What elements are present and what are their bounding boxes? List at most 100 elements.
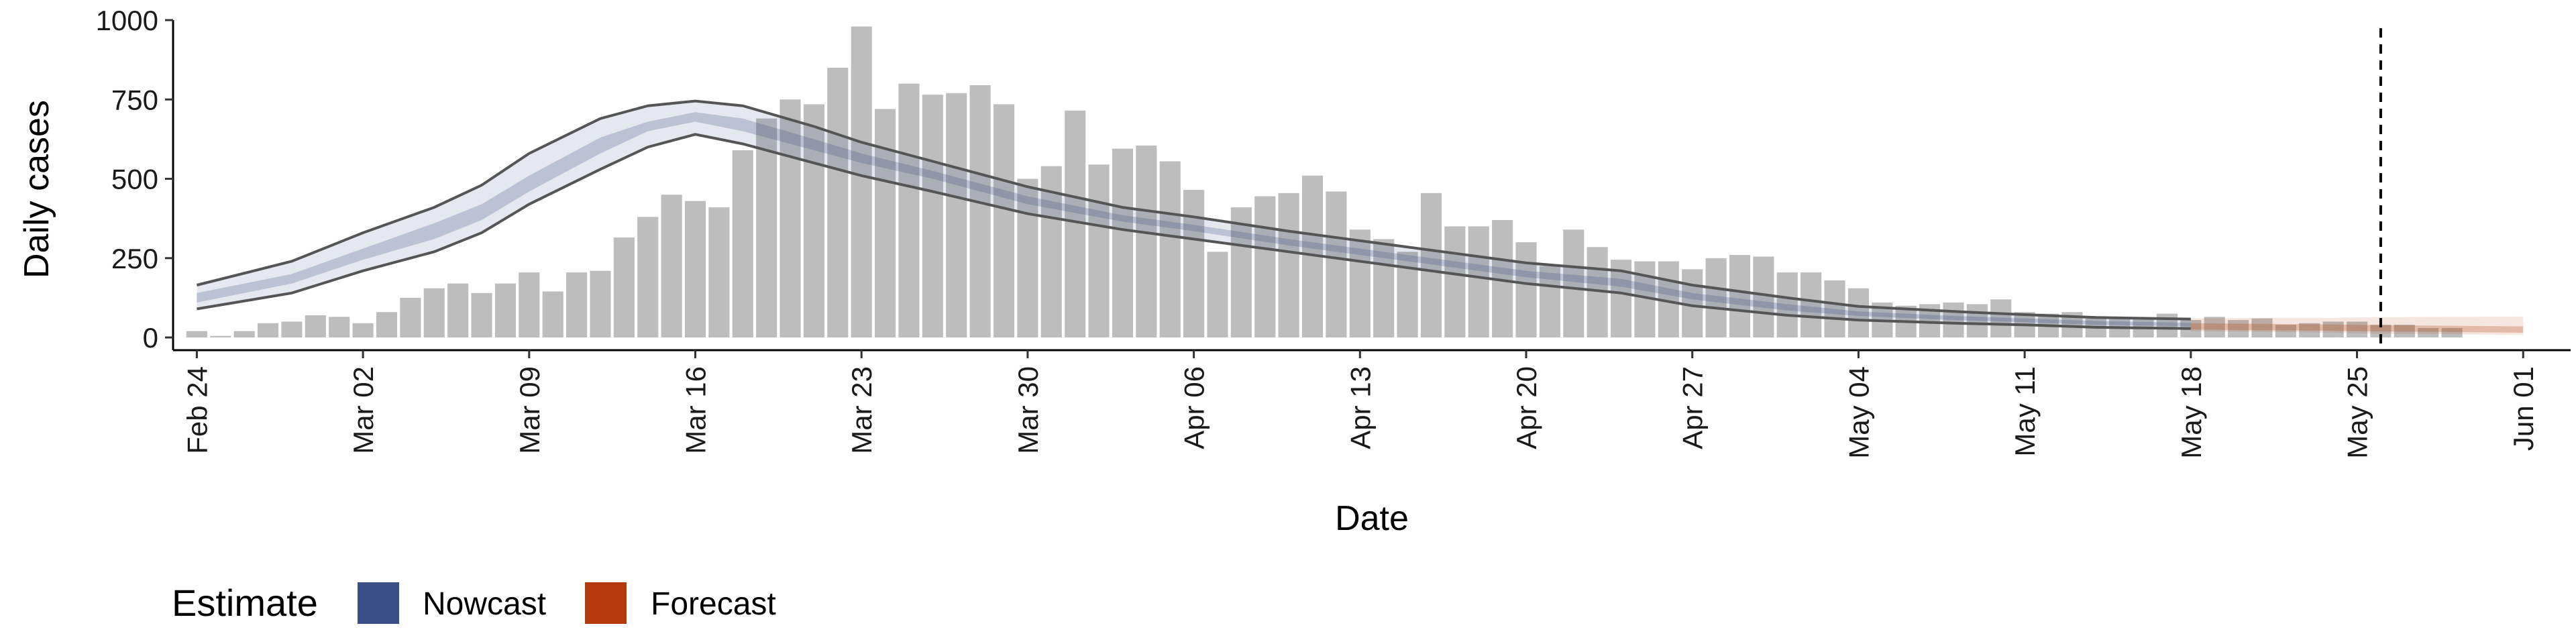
- case-bar: [898, 83, 920, 338]
- y-tick-label: 0: [143, 322, 158, 354]
- case-bar: [329, 317, 350, 338]
- case-bar: [281, 321, 303, 338]
- estimate-bands: [196, 99, 2524, 335]
- case-bar: [1468, 226, 1489, 338]
- case-bar: [1017, 178, 1038, 338]
- x-ticks: Feb 24 Mar 02 Mar 09 Mar 16 Mar 23 Mar 30 Apr …: [181, 350, 2539, 459]
- case-bar: [400, 297, 421, 338]
- case-bar: [1373, 239, 1395, 338]
- case-bar: [2228, 320, 2249, 338]
- case-bar: [756, 118, 777, 338]
- case-bar: [566, 272, 588, 338]
- case-bar: [1183, 190, 1205, 338]
- case-bar: [1847, 288, 1869, 338]
- case-bar: [186, 331, 207, 338]
- case-bar: [1753, 256, 1774, 338]
- legend-swatch-forecast: [585, 582, 627, 624]
- legend-label-forecast: Forecast: [651, 586, 776, 622]
- case-bar: [257, 323, 279, 338]
- x-tick-label: Apr 13: [1344, 366, 1376, 449]
- case-bar: [1824, 280, 1845, 338]
- case-bar: [2275, 325, 2296, 338]
- observed-bars: [186, 26, 2463, 338]
- case-bar: [1136, 145, 1157, 338]
- axes: [172, 20, 2571, 352]
- x-tick-label: Mar 02: [347, 366, 379, 454]
- case-bar: [494, 283, 516, 338]
- x-axis-title: Date: [1335, 499, 1409, 538]
- case-bar: [305, 315, 326, 338]
- case-bar: [1254, 196, 1276, 338]
- case-bar: [1420, 193, 1442, 338]
- x-tick-label: May 25: [2342, 366, 2373, 459]
- case-bar: [2394, 325, 2415, 338]
- case-bar: [1515, 242, 1537, 338]
- x-tick-label: Apr 20: [1511, 366, 1542, 449]
- case-bar: [661, 195, 682, 338]
- case-bar: [1539, 266, 1560, 338]
- case-bar: [1563, 229, 1585, 338]
- y-tick-label: 1000: [96, 5, 158, 36]
- case-bar: [875, 109, 896, 338]
- case-bar: [1801, 272, 1822, 338]
- case-bar: [827, 67, 849, 338]
- case-bar: [851, 26, 872, 338]
- case-bar: [2299, 323, 2320, 338]
- case-bar: [376, 312, 398, 338]
- nowcast-upper-line: [196, 99, 2191, 321]
- x-tick-label: Mar 16: [680, 366, 711, 454]
- case-bar: [732, 150, 753, 338]
- x-tick-label: May 04: [1843, 366, 1874, 459]
- case-bar: [542, 291, 564, 338]
- case-bar: [780, 99, 801, 338]
- case-bar: [803, 104, 824, 338]
- case-bar: [1349, 229, 1371, 338]
- case-bar: [1230, 207, 1252, 338]
- x-tick-label: Mar 30: [1012, 366, 1044, 454]
- forecast-band-90: [2190, 316, 2524, 335]
- case-bar: [1705, 258, 1727, 338]
- x-tick-label: May 18: [2176, 366, 2207, 459]
- x-tick-label: May 11: [2009, 366, 2041, 457]
- case-bar: [2370, 325, 2392, 338]
- case-bar: [1326, 191, 1347, 338]
- case-bar: [1112, 148, 1134, 338]
- case-bar: [423, 288, 445, 338]
- case-bar: [613, 237, 635, 338]
- case-bar: [637, 217, 659, 338]
- case-bar: [708, 207, 730, 338]
- x-tick-label: Apr 06: [1179, 366, 1210, 449]
- case-bar: [946, 93, 967, 338]
- legend-swatch-nowcast: [358, 582, 399, 624]
- y-tick-label: 500: [111, 164, 158, 195]
- case-bar: [993, 104, 1015, 338]
- case-bar: [2441, 327, 2463, 338]
- case-bar: [1966, 304, 1988, 338]
- case-bar: [447, 283, 469, 338]
- case-bar: [2322, 321, 2344, 338]
- case-bar: [352, 323, 374, 338]
- case-bar: [1207, 252, 1228, 338]
- y-ticks: 0 250 500 750 1000: [96, 5, 173, 354]
- legend: Estimate Nowcast Forecast: [172, 582, 776, 624]
- case-bar: [233, 331, 255, 338]
- case-bar: [2346, 321, 2368, 338]
- forecast-band-50: [2190, 323, 2524, 333]
- case-bar: [1990, 299, 2012, 338]
- nowcast-lower-line: [197, 133, 2191, 330]
- case-bar: [590, 270, 611, 338]
- case-bar: [519, 272, 540, 338]
- case-bar: [2418, 327, 2439, 338]
- legend-label-nowcast: Nowcast: [423, 586, 546, 622]
- x-tick-label: Mar 23: [846, 366, 877, 454]
- case-bar: [1278, 193, 1299, 338]
- case-bar: [1943, 303, 1964, 338]
- y-tick-label: 750: [111, 84, 158, 115]
- y-tick-label: 250: [111, 243, 158, 274]
- x-tick-label: Feb 24: [181, 366, 213, 454]
- x-tick-label: Jun 01: [2508, 366, 2539, 451]
- case-bar: [1444, 226, 1466, 338]
- case-bar: [1729, 255, 1751, 338]
- x-tick-label: Mar 09: [514, 366, 545, 454]
- case-bar: [2204, 317, 2225, 338]
